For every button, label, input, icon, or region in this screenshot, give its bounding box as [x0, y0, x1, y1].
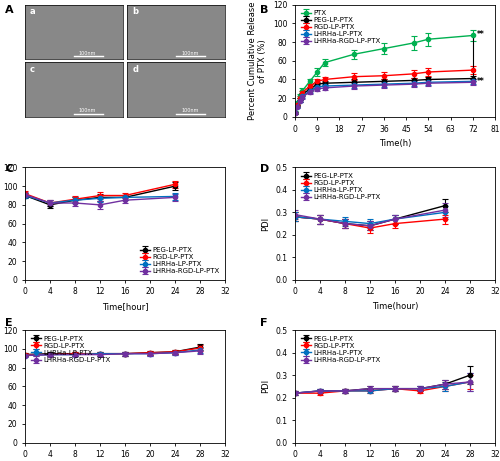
Legend: PEG-LP-PTX, RGD-LP-PTX, LHRHa-LP-PTX, LHRHa-RGD-LP-PTX: PEG-LP-PTX, RGD-LP-PTX, LHRHa-LP-PTX, LH…: [138, 245, 222, 276]
Text: A: A: [5, 5, 14, 15]
Legend: PEG-LP-PTX, RGD-LP-PTX, LHRHa-LP-PTX, LHRHa-RGD-LP-PTX: PEG-LP-PTX, RGD-LP-PTX, LHRHa-LP-PTX, LH…: [298, 334, 382, 365]
Text: D: D: [260, 164, 269, 174]
Y-axis label: Percent Cumulative Release
of PTX (%): Percent Cumulative Release of PTX (%): [248, 1, 268, 120]
X-axis label: Time[hour]: Time[hour]: [102, 302, 148, 311]
Text: F: F: [260, 318, 268, 328]
Text: a: a: [30, 7, 36, 16]
Y-axis label: PDI: PDI: [260, 379, 270, 394]
Text: 100nm: 100nm: [78, 108, 96, 113]
X-axis label: Time(hour): Time(hour): [372, 302, 418, 311]
Text: c: c: [30, 65, 35, 74]
Text: E: E: [5, 318, 12, 328]
Text: **: **: [476, 77, 484, 86]
Legend: PEG-LP-PTX, RGD-LP-PTX, LHRHa-LP-PTX, LHRHa-RGD-LP-PTX: PEG-LP-PTX, RGD-LP-PTX, LHRHa-LP-PTX, LH…: [28, 334, 112, 365]
Y-axis label: PDI: PDI: [260, 217, 270, 230]
Text: d: d: [132, 65, 138, 74]
Text: B: B: [260, 5, 268, 15]
Text: C: C: [5, 164, 13, 174]
Legend: PEG-LP-PTX, RGD-LP-PTX, LHRHa-LP-PTX, LHRHa-RGD-LP-PTX: PEG-LP-PTX, RGD-LP-PTX, LHRHa-LP-PTX, LH…: [298, 171, 382, 202]
Text: b: b: [132, 7, 138, 16]
Text: 100nm: 100nm: [181, 51, 198, 56]
Text: 100nm: 100nm: [181, 108, 198, 113]
X-axis label: Time(h): Time(h): [379, 139, 411, 148]
Text: 100nm: 100nm: [78, 51, 96, 56]
Legend: PTX, PEG-LP-PTX, RGD-LP-PTX, LHRHa-LP-PTX, LHRHa-RGD-LP-PTX: PTX, PEG-LP-PTX, RGD-LP-PTX, LHRHa-LP-PT…: [298, 8, 382, 47]
Text: **: **: [476, 30, 484, 39]
